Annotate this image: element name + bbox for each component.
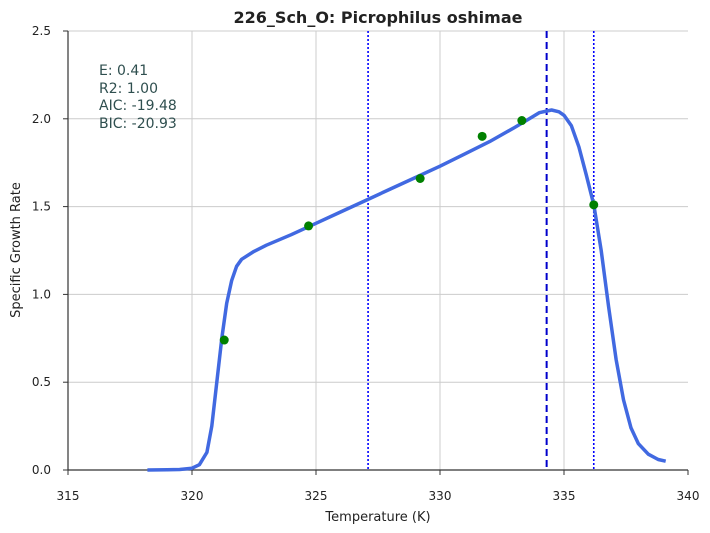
- observation-point: [219, 335, 229, 345]
- y-tick-label: 1.0: [32, 287, 51, 301]
- grid-lines: [68, 30, 688, 470]
- y-tick-label: 0.0: [32, 463, 51, 477]
- y-tick-label: 2.5: [32, 24, 51, 38]
- stat-r2: R2: 1.00: [99, 81, 158, 97]
- observation-points: [219, 116, 599, 345]
- x-tick-label: 340: [677, 489, 700, 503]
- observation-point: [415, 174, 425, 184]
- x-tick-label: 330: [429, 489, 452, 503]
- x-axis-ticks: 315 320 325 330 335 340: [57, 470, 700, 503]
- y-axis-label: Specific Growth Rate: [9, 182, 24, 318]
- observation-point: [304, 221, 314, 231]
- x-tick-label: 315: [57, 489, 80, 503]
- x-tick-label: 325: [305, 489, 328, 503]
- observation-point: [517, 116, 527, 126]
- x-axis-label: Temperature (K): [324, 510, 430, 525]
- y-tick-label: 0.5: [32, 375, 51, 389]
- y-tick-label: 2.0: [32, 112, 51, 126]
- axes: [67, 31, 688, 471]
- x-tick-label: 320: [181, 489, 204, 503]
- y-tick-label: 1.5: [32, 200, 51, 214]
- fit-statistics: E: 0.41 R2: 1.00 AIC: -19.48 BIC: -20.93: [99, 63, 177, 132]
- reference-lines: [367, 31, 595, 470]
- stat-aic: AIC: -19.48: [99, 98, 177, 114]
- observation-point: [477, 131, 487, 141]
- stat-bic: BIC: -20.93: [99, 116, 177, 132]
- x-tick-label: 335: [553, 489, 576, 503]
- stat-e: E: 0.41: [99, 63, 148, 79]
- observation-point: [589, 200, 599, 210]
- chart-title: 226_Sch_O: Picrophilus oshimae: [234, 8, 523, 27]
- fit-curve: [147, 108, 667, 472]
- y-axis-ticks: 0.0 0.5 1.0 1.5 2.0 2.5: [32, 24, 68, 477]
